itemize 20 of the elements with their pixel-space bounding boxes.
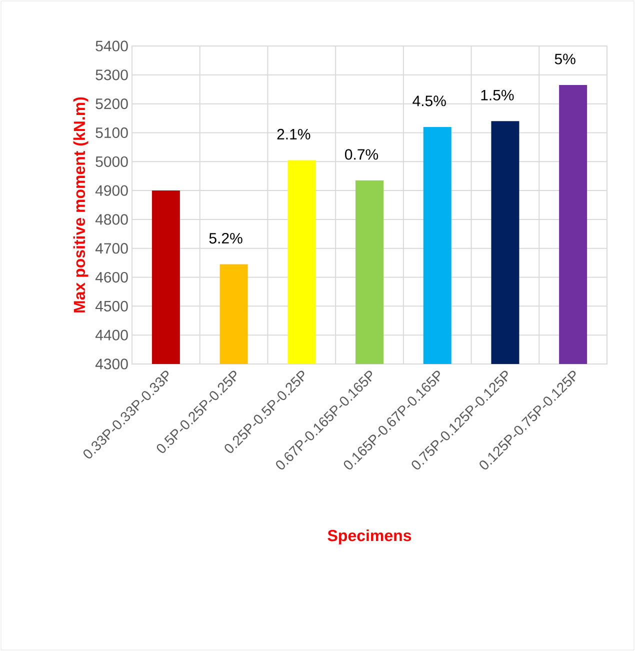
y-axis-title: Max positive moment (kN.m) (73, 97, 88, 312)
y-tick-label: 5100 (96, 127, 128, 138)
y-tick-label: 4400 (95, 330, 128, 340)
y-tick-label: 4700 (95, 243, 128, 254)
y-tick-label: 5300 (96, 70, 128, 80)
y-tick-label: 5400 (96, 40, 128, 52)
annotation: 5% (554, 54, 576, 64)
y-tick-label: 4500 (95, 300, 128, 312)
x-axis-title: Specimens (328, 529, 412, 544)
annotation: 0.7% (344, 149, 378, 160)
y-tick-label: 4900 (95, 185, 128, 196)
annotation: 1.5% (481, 90, 514, 100)
y-tick-label: 5000 (96, 156, 128, 167)
annotation: 4.5% (412, 96, 446, 106)
annotation: 2.1% (277, 128, 310, 140)
annotation: 5.2% (209, 232, 242, 244)
y-tick-label: 5200 (96, 98, 128, 110)
y-tick-label: 4600 (95, 272, 128, 283)
y-tick-label: 4300 (95, 358, 128, 370)
y-tick-label: 4800 (95, 214, 128, 225)
